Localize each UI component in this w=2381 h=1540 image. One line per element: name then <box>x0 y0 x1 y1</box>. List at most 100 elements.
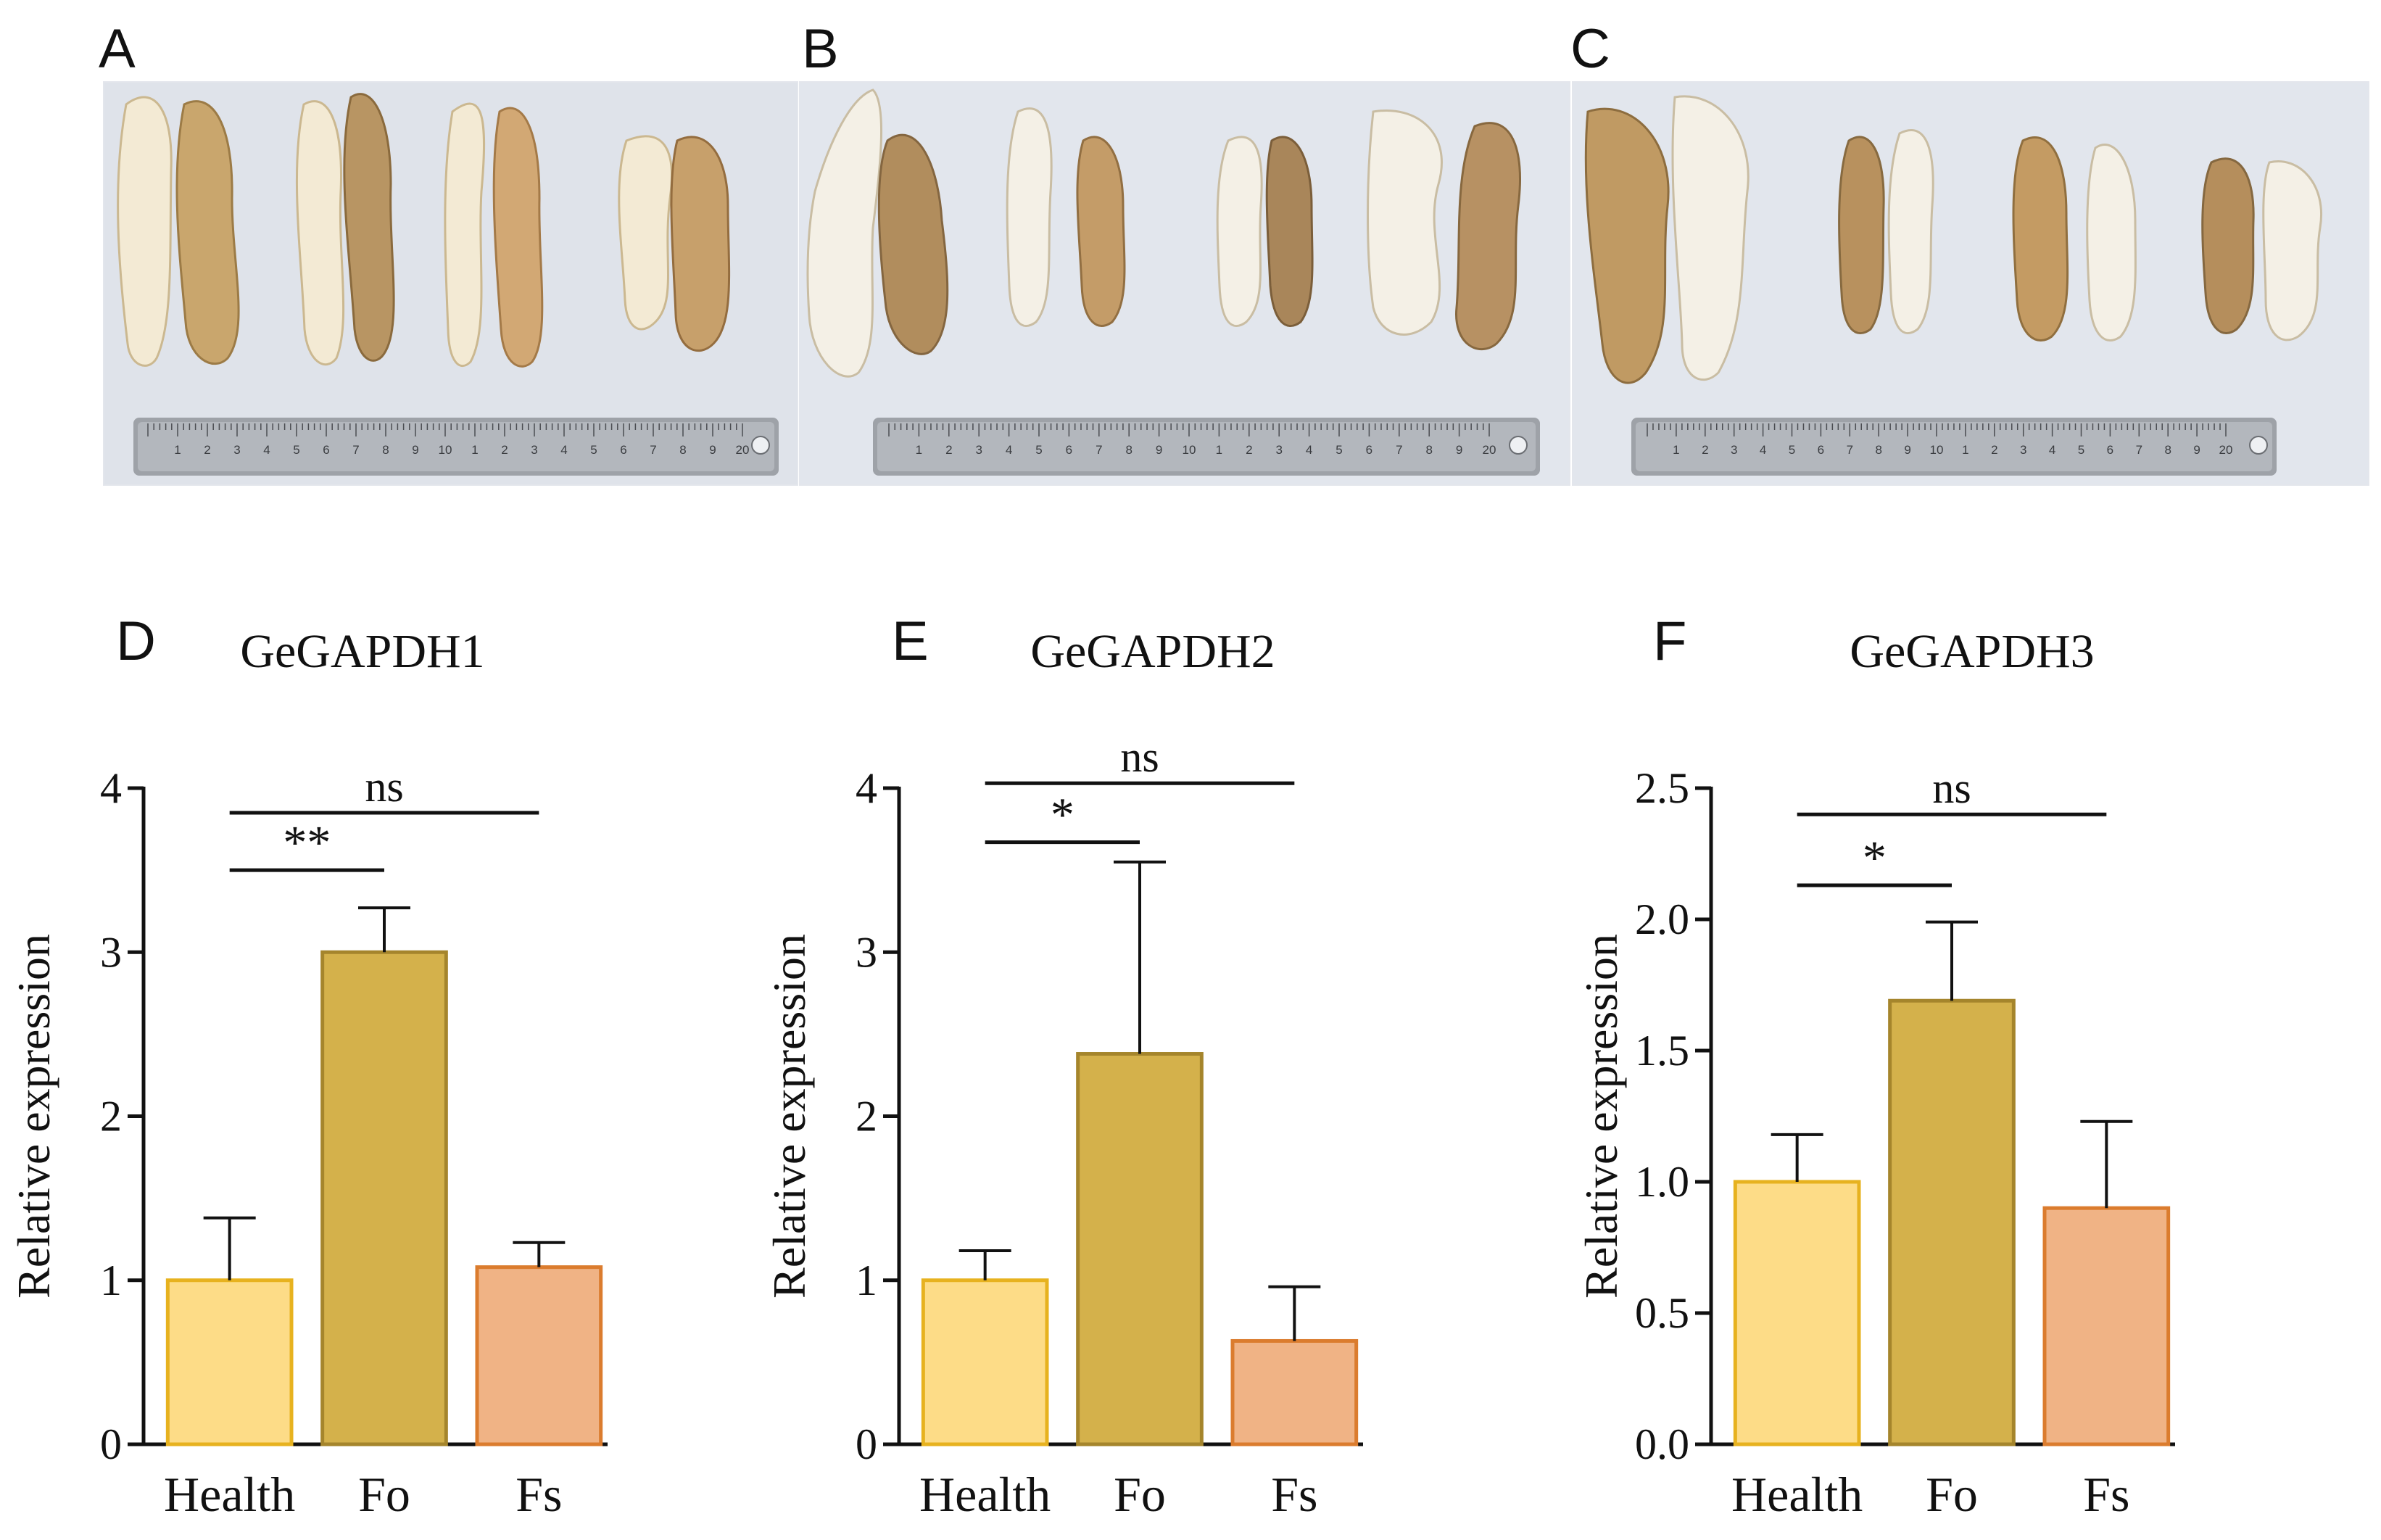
ruler-number: 20 <box>1483 443 1496 457</box>
ruler-number: 1 <box>174 443 181 457</box>
tuber-photo-b: 1 2 3 4 5 6 7 8 9 10 1 2 3 4 5 6 7 8 9 20 <box>800 83 1569 484</box>
ruler-number: 9 <box>1156 443 1162 457</box>
y-tick-label: 0.0 <box>1635 1420 1689 1468</box>
x-tick-label: Fo <box>358 1467 410 1522</box>
ruler-number: 5 <box>590 443 597 457</box>
y-axis-label: Relative expression <box>763 934 815 1299</box>
x-tick-label: Health <box>164 1467 295 1522</box>
y-tick-label: 2.5 <box>1635 764 1689 812</box>
y-tick-label: 2.0 <box>1635 895 1689 943</box>
ruler-number: 5 <box>293 443 299 457</box>
y-axis-label: Relative expression <box>1575 934 1627 1299</box>
ruler-number: 2 <box>501 443 508 457</box>
photo-panel-c: 1 2 3 4 5 6 7 8 9 10 1 2 3 4 5 6 7 8 9 20 <box>1572 81 2369 486</box>
ruler-number: 7 <box>2136 443 2142 457</box>
ruler-number: 1 <box>1962 443 1968 457</box>
tuber-photo-c: 1 2 3 4 5 6 7 8 9 10 1 2 3 4 5 6 7 8 9 20 <box>1573 83 2368 484</box>
chart-d: D GeGAPDH1 Relative expression 0 1 2 3 4 Health F… <box>8 610 608 1522</box>
ruler-number: 10 <box>1930 443 1944 457</box>
ruler-number: 4 <box>1306 443 1312 457</box>
bar-fs <box>2042 1206 2171 1446</box>
bar-health <box>1733 1180 1861 1446</box>
panel-letter-b: B <box>802 18 839 80</box>
bar-health <box>165 1278 294 1446</box>
ruler-number: 7 <box>352 443 359 457</box>
y-tick-label: 2 <box>100 1093 122 1140</box>
ruler-number: 9 <box>1456 443 1462 457</box>
y-tick-label: 4 <box>100 764 122 812</box>
ruler-number: 5 <box>1035 443 1042 457</box>
y-tick-label: 1 <box>856 1257 877 1304</box>
bar-fo <box>320 950 448 1446</box>
y-tick-label: 3 <box>100 928 122 976</box>
ruler-number: 6 <box>323 443 329 457</box>
ruler-number: 4 <box>2049 443 2055 457</box>
ruler-number: 4 <box>263 443 270 457</box>
ruler: 1 2 3 4 5 6 7 8 9 10 1 2 3 4 5 6 7 8 9 20 <box>133 418 779 476</box>
ruler-number: 1 <box>471 443 478 457</box>
ruler-number: 7 <box>1396 443 1402 457</box>
ruler-number: 4 <box>1760 443 1766 457</box>
ruler-number: 9 <box>2193 443 2200 457</box>
ruler-number: 4 <box>560 443 567 457</box>
chart-title: GeGAPDH1 <box>240 625 484 678</box>
ruler-number: 7 <box>1847 443 1853 457</box>
panel-letter-c: C <box>1570 18 1610 80</box>
tuber-group <box>117 93 731 368</box>
y-tick-label: 1.0 <box>1635 1158 1689 1206</box>
y-axis-label: Relative expression <box>8 934 59 1299</box>
ruler-number: 2 <box>945 443 952 457</box>
chart-f: F GeGAPDH3 Relative expression 0.0 0.5 1.0 1.5… <box>1575 610 2175 1522</box>
ruler-number: 2 <box>204 443 210 457</box>
bar-fs <box>475 1265 603 1446</box>
ruler-number: 8 <box>1125 443 1132 457</box>
ruler-number: 2 <box>1991 443 1997 457</box>
significance-label: ns <box>1932 764 1971 812</box>
ruler-number: 6 <box>1066 443 1072 457</box>
x-tick-label: Fs <box>2083 1467 2129 1522</box>
ruler-number: 9 <box>412 443 418 457</box>
photo-panel-a: 1 2 3 4 5 6 7 8 9 10 1 2 3 4 5 6 7 8 9 20 <box>103 81 798 486</box>
x-tick-label: Fs <box>1271 1467 1317 1522</box>
y-tick-label: 2 <box>856 1093 877 1140</box>
ruler-number: 6 <box>1366 443 1372 457</box>
bar-health <box>921 1278 1049 1446</box>
ruler-number: 6 <box>620 443 626 457</box>
panel-letter-e: E <box>892 610 929 672</box>
ruler-number: 5 <box>2078 443 2084 457</box>
y-tick-label: 0.5 <box>1635 1289 1689 1337</box>
ruler-number: 3 <box>1275 443 1282 457</box>
ruler-number: 5 <box>1789 443 1795 457</box>
ruler-number: 1 <box>1673 443 1679 457</box>
significance-label: * <box>1863 832 1887 885</box>
ruler: 1 2 3 4 5 6 7 8 9 10 1 2 3 4 5 6 7 8 9 20 <box>873 418 1540 476</box>
panel-letter-f: F <box>1653 610 1686 672</box>
ruler-number: 6 <box>2107 443 2113 457</box>
bar-fs <box>1230 1338 1359 1446</box>
chart-title: GeGAPDH2 <box>1030 625 1275 678</box>
chart-e: E GeGAPDH2 Relative expression 0 1 2 3 4 Health F… <box>763 610 1363 1522</box>
tuber-photo-a: 1 2 3 4 5 6 7 8 9 10 1 2 3 4 5 6 7 8 9 20 <box>104 83 797 484</box>
ruler-number: 6 <box>1818 443 1824 457</box>
significance-label: * <box>1051 789 1074 842</box>
ruler-number: 3 <box>2020 443 2026 457</box>
bar-fo <box>1076 1052 1204 1446</box>
ruler-number: 20 <box>736 443 750 457</box>
ruler-number: 4 <box>1006 443 1012 457</box>
ruler-number: 1 <box>916 443 922 457</box>
ruler-number: 2 <box>1702 443 1708 457</box>
y-tick-label: 1 <box>100 1257 122 1304</box>
ruler-number: 5 <box>1336 443 1342 457</box>
ruler-number: 8 <box>382 443 389 457</box>
tuber-group <box>1584 95 2322 384</box>
x-tick-label: Fs <box>515 1467 562 1522</box>
y-tick-label: 4 <box>856 764 877 812</box>
bar-fo <box>1888 998 2016 1446</box>
ruler-number: 3 <box>975 443 982 457</box>
y-tick-label: 3 <box>856 928 877 976</box>
ruler-number: 8 <box>2164 443 2171 457</box>
significance-label: ** <box>283 816 331 869</box>
ruler-number: 9 <box>1904 443 1910 457</box>
ruler-number: 8 <box>679 443 686 457</box>
